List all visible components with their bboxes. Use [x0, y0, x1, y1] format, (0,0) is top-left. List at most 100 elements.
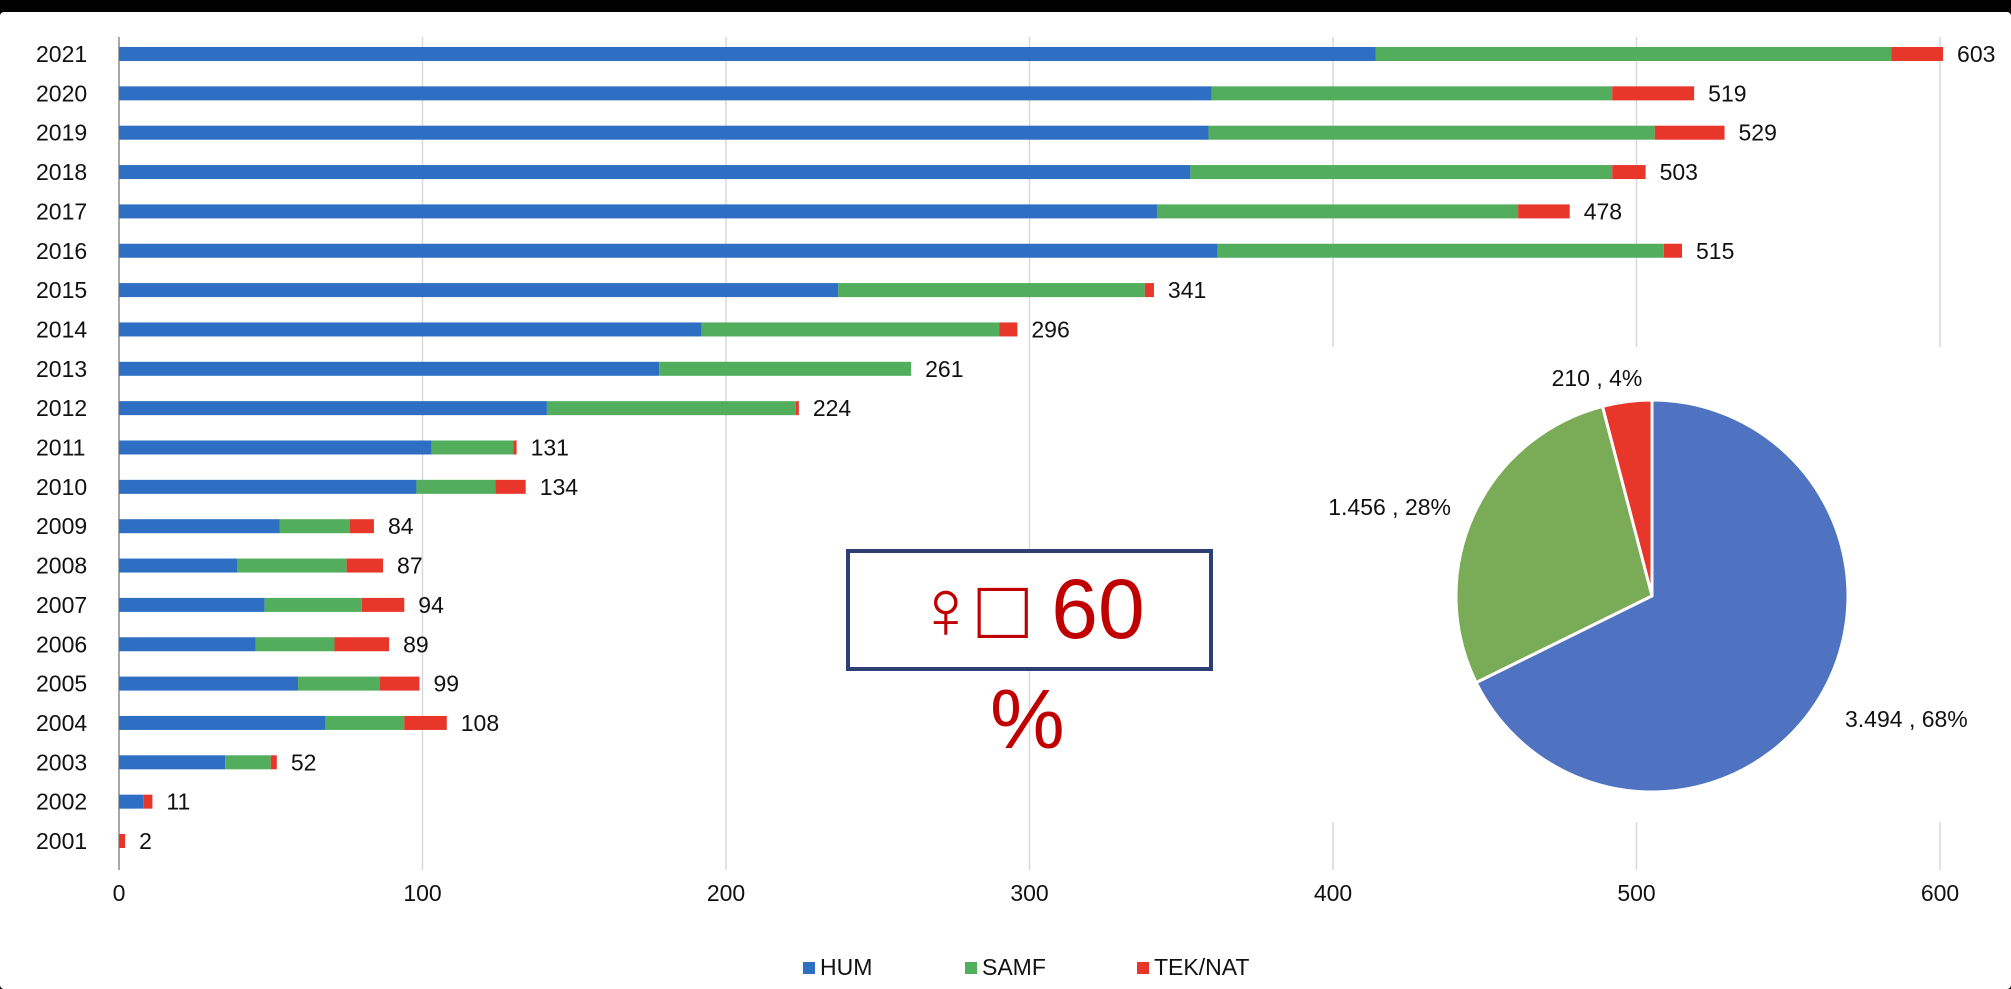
total-label: 503 [1660, 159, 1698, 185]
total-label: 99 [433, 671, 459, 697]
bar-tek-nat [346, 558, 384, 573]
legend-label: TEK/NAT [1154, 954, 1249, 980]
total-label: 89 [403, 631, 429, 657]
total-label: 341 [1168, 277, 1206, 303]
y-tick-label: 2002 [36, 789, 87, 815]
bar-samf [546, 401, 796, 416]
bar-samf [1211, 86, 1613, 101]
y-tick-label: 2005 [36, 671, 87, 697]
total-label: 224 [813, 395, 852, 421]
bar-samf [1190, 165, 1613, 180]
x-tick-label: 600 [1921, 880, 1959, 906]
bar-tek-nat [334, 637, 390, 652]
female-share-box: ♀□ 60 [846, 549, 1213, 671]
y-tick-label: 2001 [36, 828, 87, 854]
total-label: 87 [397, 553, 423, 579]
pie-slice-samf [1454, 404, 1654, 685]
total-label: 296 [1031, 316, 1069, 342]
bar-hum [119, 558, 238, 573]
bar-hum [119, 243, 1218, 258]
female-share-percent: % [990, 672, 1065, 766]
total-label: 108 [461, 710, 499, 736]
x-tick-label: 300 [1010, 880, 1048, 906]
pie-label: 1.456 , 28% [1328, 494, 1451, 520]
bar-hum [119, 597, 265, 612]
bar-tek-nat [270, 755, 277, 770]
y-tick-label: 2008 [36, 553, 87, 579]
bar-samf [659, 361, 912, 376]
y-tick-label: 2019 [36, 120, 87, 146]
bar-samf [416, 479, 496, 494]
bar-hum [119, 715, 326, 730]
y-tick-label: 2009 [36, 513, 87, 539]
total-label: 84 [388, 513, 414, 539]
bar-tek-nat [1518, 204, 1570, 219]
y-tick-label: 2014 [36, 316, 87, 342]
bar-samf [298, 676, 381, 691]
total-label: 94 [418, 592, 444, 618]
bar-tek-nat [349, 519, 374, 534]
x-tick-label: 200 [707, 880, 745, 906]
y-tick-label: 2016 [36, 238, 87, 264]
bar-hum [119, 479, 417, 494]
y-tick-label: 2013 [36, 356, 87, 382]
x-tick-label: 100 [403, 880, 441, 906]
bar-hum [119, 322, 702, 337]
bar-tek-nat [1612, 165, 1646, 180]
bar-samf [325, 715, 405, 730]
bar-hum [119, 401, 547, 416]
total-label: 529 [1739, 120, 1777, 146]
bar-tek-nat [380, 676, 420, 691]
bar-hum [119, 204, 1157, 219]
total-label: 2 [139, 828, 152, 854]
total-label: 519 [1708, 80, 1746, 106]
total-label: 11 [166, 789, 190, 815]
bar-tek-nat [1654, 125, 1725, 140]
bar-tek-nat [361, 597, 405, 612]
bar-samf [838, 283, 1145, 298]
bar-samf [1208, 125, 1655, 140]
total-label: 131 [531, 435, 569, 461]
bar-samf [431, 440, 514, 455]
bar-tek-nat [1891, 47, 1944, 61]
bar-tek-nat [1612, 86, 1695, 101]
y-tick-label: 2018 [36, 159, 87, 185]
bar-tek-nat [404, 715, 447, 730]
chart-canvas: 0 100 200 300 400 500 600 2021 603 2020 519 2019 529… [0, 12, 2011, 989]
y-tick-label: 2017 [36, 198, 87, 224]
bar-hum [119, 283, 839, 298]
bar-tek-nat [1144, 283, 1154, 298]
bar-samf [279, 519, 350, 534]
legend-swatch [1137, 962, 1149, 974]
bar-samf [1375, 47, 1892, 61]
legend-swatch [803, 962, 815, 974]
bar-samf [237, 558, 347, 573]
y-tick-label: 2007 [36, 592, 87, 618]
bar-hum [119, 637, 256, 652]
y-tick-label: 2015 [36, 277, 87, 303]
bar-samf [225, 755, 271, 770]
bar-tek-nat [1663, 243, 1683, 258]
y-tick-label: 2020 [36, 80, 87, 106]
bar-hum [119, 125, 1209, 140]
bar-samf [1217, 243, 1664, 258]
legend-swatch [965, 962, 977, 974]
bar-hum [119, 676, 299, 691]
bar-tek-nat [795, 401, 799, 416]
bar-hum [119, 361, 660, 376]
total-label: 52 [291, 749, 317, 775]
total-label: 478 [1584, 198, 1622, 224]
x-tick-label: 0 [113, 880, 126, 906]
pie-label: 210 , 4% [1552, 365, 1643, 391]
bar-hum [119, 165, 1191, 180]
x-tick-label: 400 [1314, 880, 1352, 906]
total-label: 603 [1957, 41, 1995, 67]
female-share-text: ♀□ 60 [914, 562, 1145, 656]
legend-label: HUM [820, 954, 872, 980]
legend-label: SAMF [982, 954, 1046, 980]
bar-hum [119, 86, 1212, 101]
total-label: 515 [1696, 238, 1734, 264]
bar-hum [119, 755, 226, 770]
y-tick-label: 2004 [36, 710, 87, 736]
